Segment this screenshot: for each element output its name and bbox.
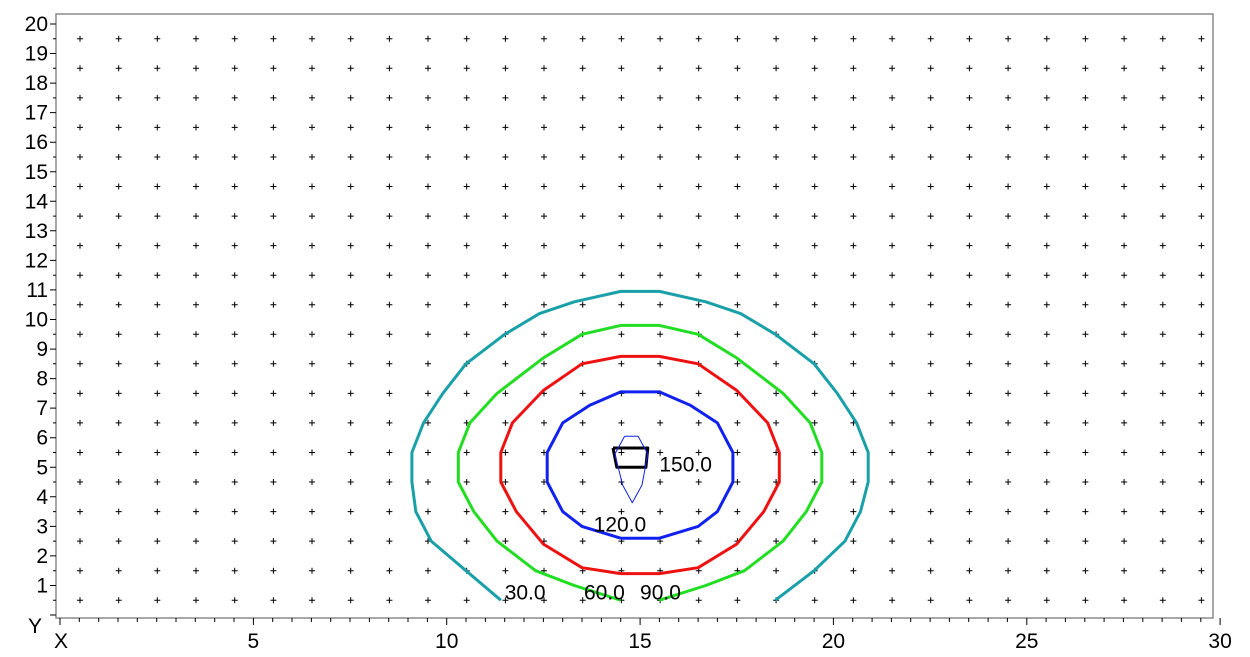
y-axis-label: Y — [28, 615, 42, 638]
y-tick-label-3: 3 — [36, 515, 48, 538]
contour-line-30.0 — [410, 289, 870, 602]
y-axis-ticks — [50, 23, 56, 616]
y-tick-label-17: 17 — [25, 102, 48, 125]
plot-area — [55, 13, 1214, 619]
contour-lines — [410, 289, 870, 602]
y-tick-label-9: 9 — [36, 338, 48, 361]
contour-line-150.0 — [611, 446, 650, 469]
x-axis: 5 10 15 20 25 30 — [59, 618, 1232, 653]
x-axis-label: X — [54, 630, 68, 653]
contour-label-90.0: 90.0 — [640, 582, 681, 605]
y-tick-label-20: 20 — [25, 13, 48, 36]
contour-line-120.0 — [545, 390, 735, 540]
grid-markers — [77, 35, 1205, 604]
x-tick-label-30: 30 — [1208, 630, 1231, 653]
contour-label-150.0: 150.0 — [659, 454, 712, 477]
contour-line-90.0 — [499, 354, 781, 576]
x-tick-label-5: 5 — [248, 630, 260, 653]
y-tick-label-13: 13 — [25, 220, 48, 243]
y-tick-label-7: 7 — [36, 397, 48, 420]
y-tick-label-10: 10 — [25, 309, 48, 332]
y-tick-label-1: 1 — [36, 574, 48, 597]
y-tick-label-18: 18 — [25, 72, 48, 95]
y-tick-label-11: 11 — [26, 279, 48, 302]
y-tick-label-19: 19 — [25, 43, 48, 66]
y-tick-label-6: 6 — [36, 427, 48, 450]
x-tick-label-15: 15 — [628, 630, 651, 653]
y-tick-label-15: 15 — [25, 161, 48, 184]
contour-line-inner-5 — [614, 435, 649, 504]
contour-label-120.0: 120.0 — [594, 514, 647, 537]
grid-plus-markers — [77, 35, 1205, 604]
contour-label-60.0: 60.0 — [584, 582, 625, 605]
x-tick-label-25: 25 — [1015, 630, 1038, 653]
x-tick-label-20: 20 — [822, 630, 845, 653]
contour-labels: 30.0 60.0 90.0 120.0 150.0 — [505, 454, 712, 605]
x-axis-ticks — [59, 618, 1221, 625]
y-tick-label-4: 4 — [36, 486, 48, 509]
y-tick-label-2: 2 — [36, 545, 48, 568]
contour-line-60.0 — [456, 323, 824, 602]
y-tick-label-12: 12 — [25, 249, 48, 272]
y-tick-label-14: 14 — [25, 190, 49, 213]
y-tick-label-5: 5 — [36, 456, 48, 479]
contour-label-30.0: 30.0 — [505, 582, 546, 605]
x-tick-label-10: 10 — [435, 630, 458, 653]
y-tick-label-8: 8 — [36, 368, 48, 391]
y-tick-label-16: 16 — [25, 131, 48, 154]
